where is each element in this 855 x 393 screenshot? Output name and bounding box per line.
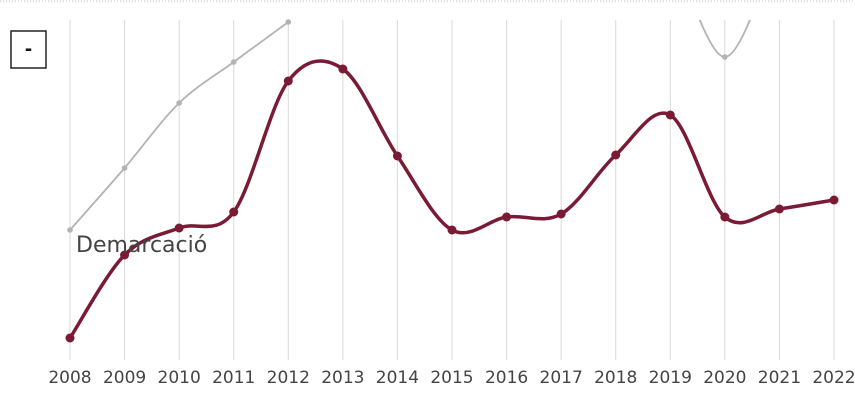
data-point (230, 59, 237, 65)
x-tick-label: 2021 (758, 368, 801, 388)
button-label[interactable]: - (25, 39, 32, 60)
x-tick-label: 2009 (103, 368, 146, 388)
data-point (174, 223, 184, 233)
data-point (392, 151, 402, 161)
x-tick-label: 2008 (48, 368, 91, 388)
data-point (502, 212, 512, 222)
data-point (722, 54, 728, 60)
data-point (285, 19, 292, 25)
data-point (720, 212, 730, 222)
x-tick-label: 2012 (267, 368, 310, 388)
data-point (556, 209, 566, 219)
x-tick-label: 2010 (158, 368, 201, 388)
x-tick-label: 2022 (812, 368, 855, 388)
data-point (65, 333, 75, 343)
data-point (120, 250, 130, 260)
data-point (229, 207, 239, 217)
x-tick-label: 2016 (485, 368, 528, 388)
data-point (176, 100, 182, 106)
x-tick-label: 2017 (540, 368, 583, 388)
x-tick-label: 2015 (430, 368, 473, 388)
data-point (829, 195, 839, 205)
data-point (67, 227, 73, 233)
data-point (338, 64, 348, 74)
series-label: Demarcació (76, 233, 207, 258)
data-point (665, 110, 675, 120)
x-tick-label: 2011 (212, 368, 255, 388)
x-tick-label: 2014 (376, 368, 419, 388)
x-tick-label: 2019 (649, 368, 692, 388)
data-point (774, 204, 784, 214)
toggle-button[interactable] (10, 30, 47, 69)
data-point (283, 76, 293, 86)
data-point (447, 225, 457, 235)
x-tick-label: 2013 (321, 368, 364, 388)
data-point (121, 165, 128, 171)
x-tick-label: 2018 (594, 368, 637, 388)
x-tick-label: 2020 (703, 368, 746, 388)
data-point (611, 150, 621, 160)
series-line (68, 59, 835, 339)
